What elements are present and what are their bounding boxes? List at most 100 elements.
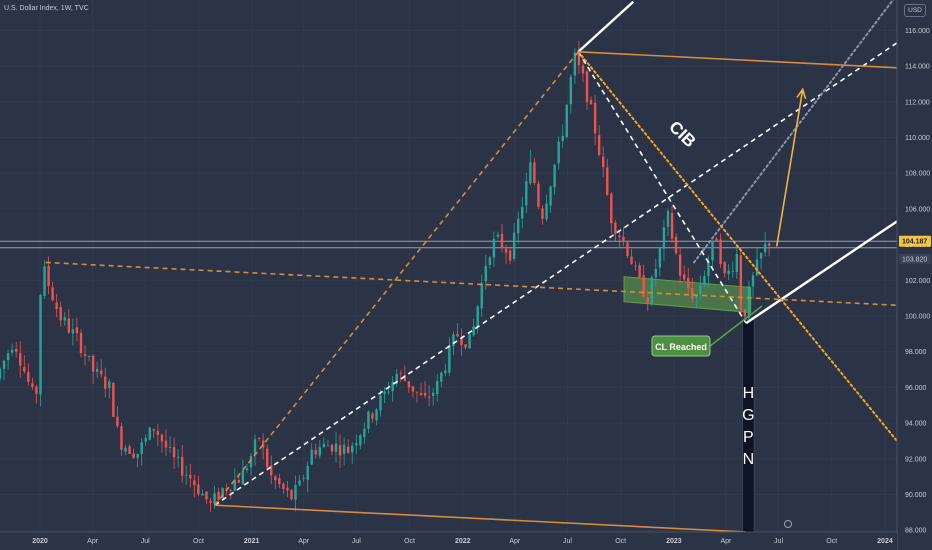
event-marker-icon [784, 520, 792, 528]
candle-body [751, 275, 755, 287]
candle-body [585, 71, 589, 103]
candle-body [391, 381, 394, 392]
y-tick-label: 106.000 [905, 206, 930, 213]
x-tick-label: 2020 [32, 538, 48, 545]
candle-body [602, 156, 605, 168]
candle-body [767, 243, 771, 246]
y-tick-label: 90.000 [905, 492, 927, 499]
top-orange-line [578, 50, 898, 69]
y-tick-label: 108.000 [905, 171, 930, 178]
candle-body [306, 465, 309, 480]
candle-body [670, 213, 674, 239]
candle-body [193, 480, 196, 486]
y-tick-label: 102.000 [905, 278, 930, 285]
y-tick-label: 96.000 [905, 385, 927, 392]
candle-body [468, 334, 471, 349]
candle-body [395, 374, 398, 384]
candle-body [342, 444, 346, 454]
candle-body [83, 354, 87, 356]
candle-body [168, 447, 172, 448]
candle-body [573, 52, 577, 76]
x-tick-label: Jul [352, 538, 361, 545]
candle-body [164, 440, 168, 448]
candle-body [553, 164, 556, 188]
candle-body [253, 439, 257, 455]
candle-body [148, 427, 151, 440]
candle-body [440, 372, 443, 382]
candle-body [763, 243, 767, 253]
target-arrow-line [775, 89, 804, 247]
candle-body [678, 254, 682, 276]
candle-body [529, 162, 532, 184]
candle-body [436, 381, 439, 395]
candle-body [213, 493, 216, 504]
candle-body [654, 268, 658, 278]
y-tick-label: 94.000 [905, 421, 927, 428]
candle-body [630, 256, 633, 265]
candle-body [399, 372, 402, 374]
candle-body [310, 449, 313, 465]
candle-body [172, 447, 176, 458]
candle-body [112, 382, 115, 417]
currency-button[interactable]: USD [904, 4, 926, 17]
candle-body [549, 186, 552, 206]
candle-body [43, 266, 46, 296]
lower-channel-line-white [745, 220, 898, 325]
candle-body [241, 470, 245, 485]
candle-body [415, 391, 419, 393]
x-tick-label: Oct [193, 538, 204, 545]
candle-body [180, 457, 184, 476]
candle-body [298, 480, 301, 486]
hgpn-letter: P [743, 429, 754, 446]
candle-body [95, 368, 99, 372]
candle-body [456, 333, 459, 337]
candle-body [359, 435, 362, 446]
candle-body [444, 370, 447, 374]
candle-body [464, 344, 467, 348]
candle-body [731, 270, 734, 272]
candle-body [209, 500, 212, 503]
candle-body [533, 162, 536, 184]
orange-dashed-support-line [45, 261, 898, 307]
candle-body [521, 206, 524, 219]
hgpn-bar [742, 319, 755, 533]
candle-body [185, 474, 188, 476]
candle-body [104, 376, 107, 389]
candle-body [541, 208, 544, 219]
candle-body [508, 250, 512, 261]
price-axis[interactable]: 116.000 114.000 112.000 110.000 108.000 106.0… [896, 0, 932, 550]
candle-body [719, 239, 722, 265]
candle-body [2, 360, 6, 369]
candle-body [642, 275, 645, 297]
candle-body [189, 474, 192, 479]
candle-body [23, 367, 26, 372]
candle-body [431, 392, 435, 397]
candle-body [682, 274, 686, 280]
x-tick-label: Oct [615, 538, 626, 545]
candle-body [525, 181, 528, 206]
candle-body [565, 104, 568, 137]
candle-body [282, 483, 285, 490]
candle-body [278, 478, 281, 485]
candle-body [249, 455, 253, 468]
hgpn-letter: N [743, 451, 755, 468]
candle-body [225, 488, 228, 490]
symbol-title: U.S. Dollar Index, 1W, TVC [4, 5, 89, 12]
candle-body [156, 430, 160, 435]
upper-dotted-gray-line [693, 0, 895, 264]
y-tick-label: 98.000 [905, 349, 927, 356]
x-tick-label: Apr [509, 538, 521, 545]
candle-body [6, 353, 10, 361]
time-axis[interactable]: 2020 Apr Jul Oct 2021 Apr Jul Oct 2022 Apr Jul Oct 2… [0, 531, 897, 550]
candle-body [257, 437, 261, 439]
candle-body [152, 429, 156, 431]
candle-body [375, 409, 378, 421]
candle-body [484, 265, 488, 282]
candle-body [302, 477, 305, 479]
candle-body [371, 413, 374, 419]
candle-body [19, 353, 22, 366]
candle-body [270, 465, 273, 476]
candle-body [743, 309, 747, 317]
candle-body [614, 222, 617, 234]
